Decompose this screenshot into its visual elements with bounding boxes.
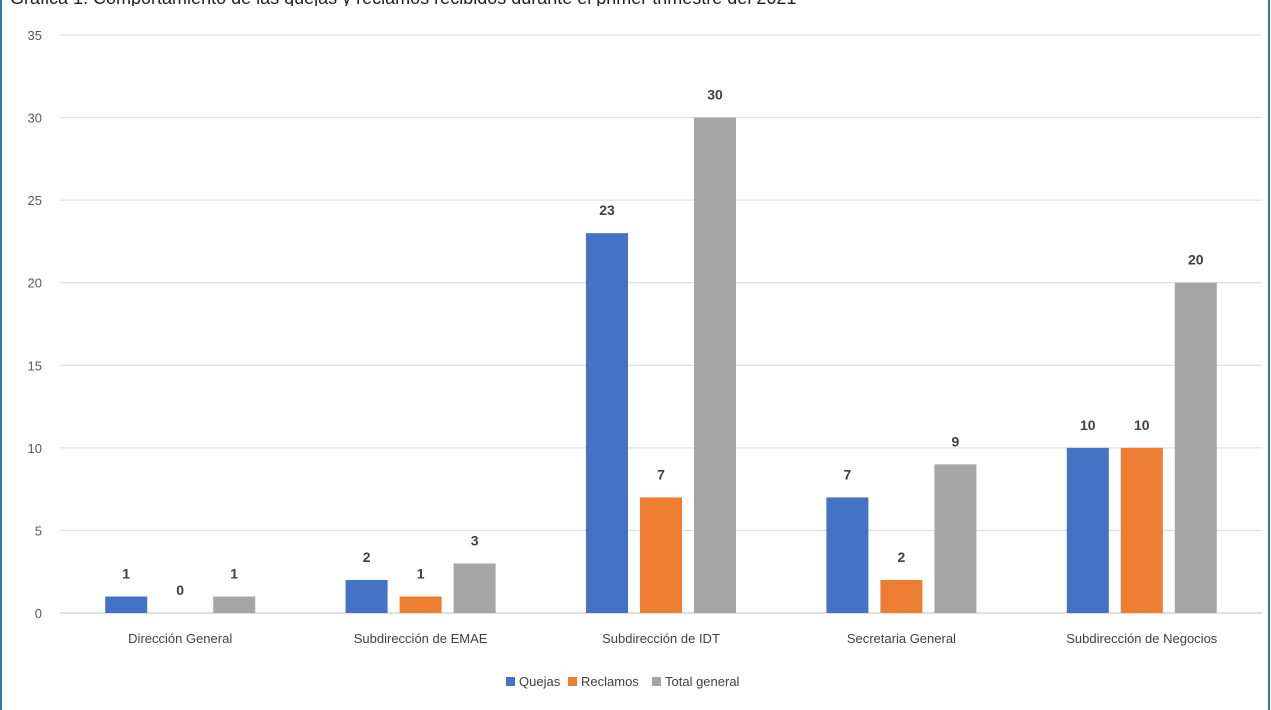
- bar-1-0: [345, 579, 388, 613]
- legend-swatch-1: [568, 677, 577, 686]
- bar-3-1: [880, 579, 923, 613]
- y-axis-ticks: 0 5 10 15 20 25 30 35: [28, 28, 42, 621]
- data-label-1-0: 2: [363, 549, 371, 565]
- bar-3-2: [934, 464, 977, 613]
- gridlines: [60, 34, 1262, 614]
- data-label-2-1: 7: [657, 466, 665, 482]
- data-label-2-2: 30: [707, 87, 723, 103]
- data-label-1-1: 1: [417, 565, 425, 581]
- y-tick-label-25: 25: [28, 193, 42, 208]
- bar-2-2: [694, 117, 736, 614]
- legend-swatch-0: [506, 677, 515, 686]
- y-tick-label-10: 10: [28, 441, 42, 456]
- data-label-4-1: 10: [1134, 417, 1150, 433]
- legend-label-2: Total general: [665, 674, 740, 689]
- legend: Quejas Reclamos Total general: [506, 674, 740, 689]
- data-label-4-0: 10: [1080, 417, 1096, 433]
- bar-0-2: [213, 596, 256, 613]
- bar-4-2: [1174, 282, 1217, 613]
- category-label-4: Subdirección de Negocios: [1066, 631, 1218, 646]
- data-label-4-2: 20: [1188, 252, 1204, 268]
- y-tick-label-20: 20: [28, 276, 42, 291]
- y-tick-label-15: 15: [28, 358, 42, 373]
- bar-2-0: [586, 233, 628, 613]
- category-label-0: Dirección General: [128, 631, 232, 646]
- y-tick-label-35: 35: [28, 28, 42, 43]
- bar-4-0: [1066, 447, 1109, 613]
- bar-1-2: [453, 563, 496, 613]
- chart-title: Gráfica 1. Comportamiento de las quejas …: [10, 0, 796, 8]
- bar-4-1: [1120, 447, 1163, 613]
- bar-2-1: [640, 497, 682, 613]
- category-label-1: Subdirección de EMAE: [354, 631, 488, 646]
- bar-3-0: [826, 497, 869, 613]
- data-label-3-2: 9: [952, 433, 960, 449]
- legend-label-0: Quejas: [519, 674, 561, 689]
- legend-label-1: Reclamos: [581, 674, 639, 689]
- data-label-0-1: 0: [176, 582, 184, 598]
- legend-swatch-2: [652, 677, 661, 686]
- bar-1-1: [399, 596, 442, 613]
- category-label-2: Subdirección de IDT: [602, 631, 720, 646]
- x-axis-categories: Dirección General Subdirección de EMAE Sub…: [128, 631, 1218, 646]
- data-label-0-0: 1: [122, 565, 130, 581]
- data-label-1-2: 3: [471, 532, 479, 548]
- bars: [105, 117, 1217, 614]
- y-tick-label-5: 5: [35, 523, 42, 538]
- bar-0-0: [105, 596, 148, 613]
- data-label-3-1: 2: [898, 549, 906, 565]
- category-label-3: Secretaria General: [847, 631, 956, 646]
- data-label-0-2: 1: [230, 565, 238, 581]
- y-tick-label-30: 30: [28, 111, 42, 126]
- data-label-3-0: 7: [844, 466, 852, 482]
- data-label-2-0: 23: [599, 202, 615, 218]
- y-tick-label-0: 0: [35, 606, 42, 621]
